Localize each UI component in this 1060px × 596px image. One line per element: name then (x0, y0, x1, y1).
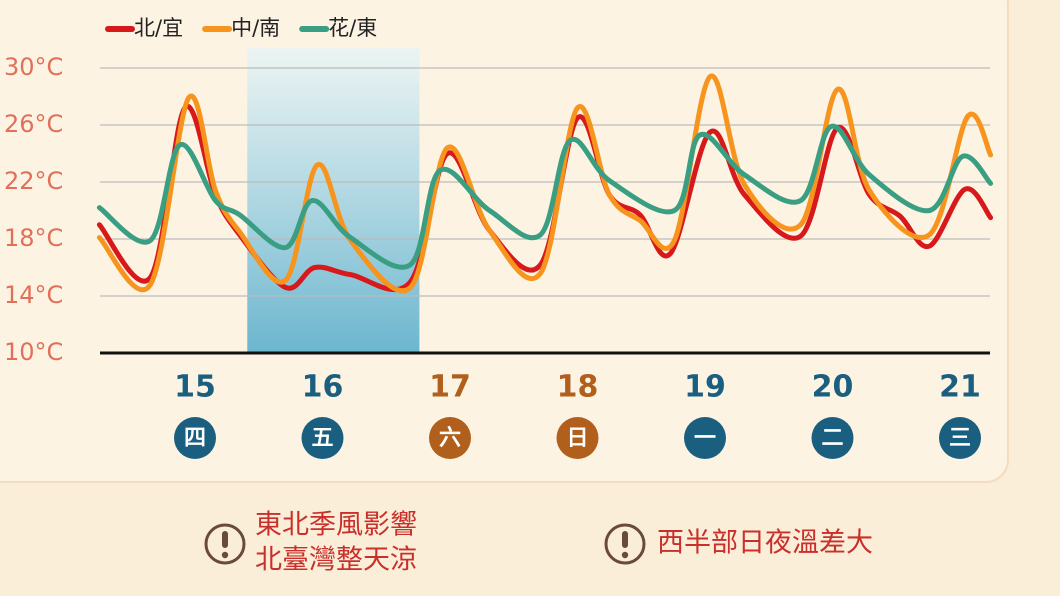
legend-label: 花/東 (328, 16, 377, 40)
series-line (96, 123, 994, 270)
y-tick-label: 14°C (4, 281, 63, 309)
weekday-label: 一 (694, 426, 716, 451)
note-text: 東北季風影響 (255, 510, 417, 541)
weekday-label: 三 (949, 426, 971, 451)
weekday-badge (811, 417, 854, 459)
y-tick-label: 18°C (4, 224, 63, 252)
weekday-label: 五 (311, 426, 333, 451)
x-tick-label: 20 (812, 370, 854, 405)
x-tick-label: 21 (939, 370, 981, 405)
note-text: 西半部日夜溫差大 (657, 528, 873, 559)
x-tick-label: 18 (557, 370, 599, 405)
weekday-label: 日 (566, 426, 588, 451)
y-tick-label: 26°C (4, 110, 63, 138)
y-tick-label: 30°C (4, 53, 63, 81)
weekday-badge (684, 417, 726, 459)
weekday-badge (301, 417, 344, 459)
note-text: 北臺灣整天涼 (255, 545, 417, 576)
weekday-badge (429, 417, 471, 459)
series-line (96, 73, 994, 293)
weekday-badge (556, 417, 599, 459)
y-tick-label: 22°C (4, 167, 63, 195)
weekday-label: 四 (184, 426, 206, 451)
x-tick-label: 15 (174, 370, 216, 405)
legend-label: 中/南 (231, 16, 280, 40)
x-tick-label: 17 (429, 370, 471, 405)
x-tick-label: 19 (684, 370, 726, 405)
y-tick-label: 10°C (4, 338, 63, 366)
weekday-badge (174, 417, 216, 459)
note-icon (604, 523, 646, 565)
x-tick-label: 16 (302, 370, 344, 405)
weekday-label: 六 (439, 426, 461, 451)
legend-label: 北/宜 (134, 16, 183, 40)
weekday-badge (939, 417, 981, 459)
weekday-label: 二 (821, 426, 843, 451)
note-icon (204, 523, 246, 565)
